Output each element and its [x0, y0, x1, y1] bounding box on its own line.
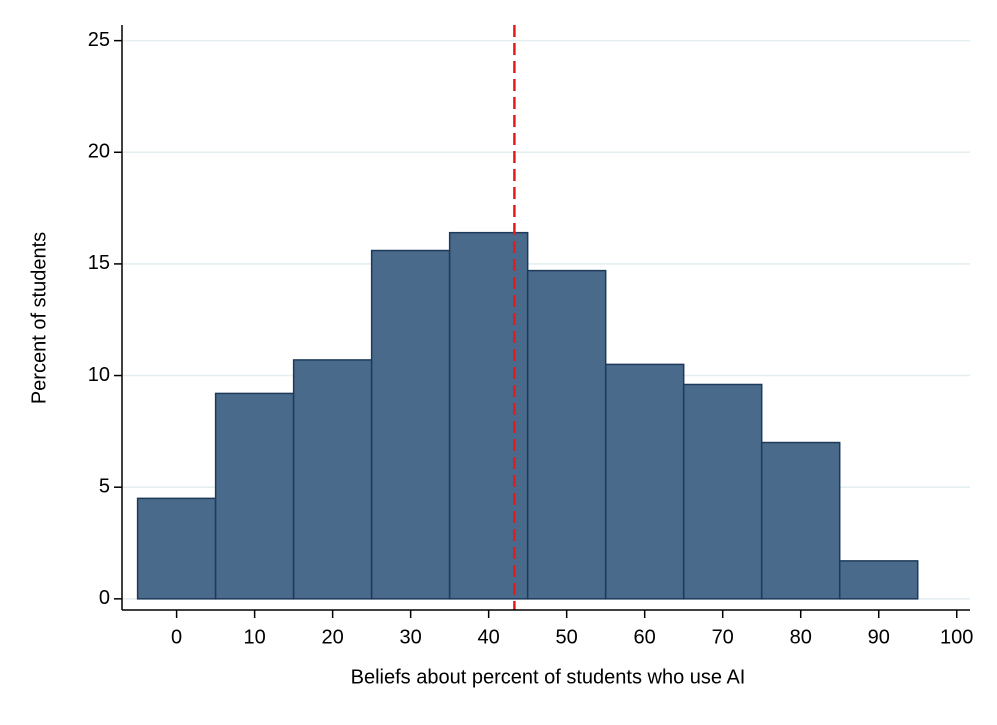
x-tick-label: 10 — [243, 626, 265, 648]
x-tick-label: 70 — [712, 626, 734, 648]
y-tick-label: 10 — [88, 364, 110, 386]
bar — [604, 363, 685, 600]
bar — [214, 392, 295, 600]
x-tick-label: 20 — [322, 626, 344, 648]
x-tick-label: 90 — [868, 626, 890, 648]
bar — [526, 269, 607, 600]
x-tick-label: 60 — [634, 626, 656, 648]
bar — [370, 249, 451, 600]
x-tick-label: 80 — [790, 626, 812, 648]
bar — [760, 441, 841, 600]
x-tick-label: 100 — [940, 626, 973, 648]
y-axis-title: Percent of students — [28, 232, 50, 404]
y-tick-label: 0 — [99, 587, 110, 609]
bar — [292, 359, 373, 600]
bar — [136, 497, 217, 600]
x-tick-label: 40 — [478, 626, 500, 648]
y-tick-label: 25 — [88, 29, 110, 51]
y-tick-label: 15 — [88, 252, 110, 274]
y-tick-label: 5 — [99, 475, 110, 497]
y-tick-label: 20 — [88, 141, 110, 163]
bar — [838, 560, 919, 600]
x-axis-title: Beliefs about percent of students who us… — [351, 666, 746, 688]
x-tick-label: 0 — [171, 626, 182, 648]
x-tick-label: 50 — [556, 626, 578, 648]
x-tick-label: 30 — [400, 626, 422, 648]
bar — [682, 383, 763, 600]
bar — [448, 231, 529, 600]
